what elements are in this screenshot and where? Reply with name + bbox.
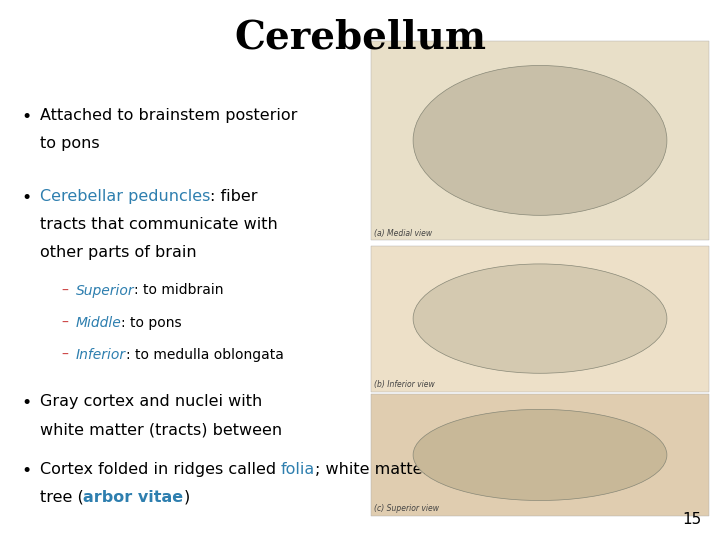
Text: other parts of brain: other parts of brain: [40, 245, 197, 260]
Text: tree (: tree (: [40, 490, 84, 505]
Text: Inferior: Inferior: [76, 348, 126, 362]
Text: Middle: Middle: [76, 316, 122, 330]
Text: –: –: [61, 284, 68, 298]
Text: ; white matter resembles a: ; white matter resembles a: [315, 462, 532, 477]
Text: Cerebellar peduncles: Cerebellar peduncles: [40, 189, 210, 204]
Text: •: •: [22, 189, 32, 207]
Text: •: •: [22, 108, 32, 126]
Text: : to midbrain: : to midbrain: [134, 284, 224, 298]
Text: Cerebellum: Cerebellum: [234, 19, 486, 57]
Text: –: –: [61, 348, 68, 362]
Text: 15: 15: [683, 511, 702, 526]
Text: : to medulla oblongata: : to medulla oblongata: [126, 348, 284, 362]
Text: Gray cortex and nuclei with: Gray cortex and nuclei with: [40, 394, 262, 409]
Text: Attached to brainstem posterior: Attached to brainstem posterior: [40, 108, 297, 123]
Text: Cortex folded in ridges called: Cortex folded in ridges called: [40, 462, 281, 477]
Text: •: •: [22, 394, 32, 412]
Text: ): ): [184, 490, 190, 505]
FancyBboxPatch shape: [371, 394, 709, 516]
Ellipse shape: [413, 264, 667, 373]
Text: Superior: Superior: [76, 284, 134, 298]
Text: –: –: [61, 316, 68, 330]
Text: (c) Superior view: (c) Superior view: [374, 504, 439, 513]
Text: arbor vitae: arbor vitae: [84, 490, 184, 505]
Ellipse shape: [413, 65, 667, 215]
FancyBboxPatch shape: [371, 40, 709, 240]
FancyBboxPatch shape: [371, 246, 709, 392]
Text: •: •: [22, 462, 32, 480]
Text: : to pons: : to pons: [122, 316, 182, 330]
Text: : fiber: : fiber: [210, 189, 258, 204]
Text: (b) Inferior view: (b) Inferior view: [374, 380, 435, 389]
Text: to pons: to pons: [40, 136, 99, 151]
Ellipse shape: [413, 409, 667, 501]
Text: (a) Medial view: (a) Medial view: [374, 228, 433, 238]
Text: tracts that communicate with: tracts that communicate with: [40, 217, 277, 232]
Text: white matter (tracts) between: white matter (tracts) between: [40, 422, 282, 437]
Text: folia: folia: [281, 462, 315, 477]
